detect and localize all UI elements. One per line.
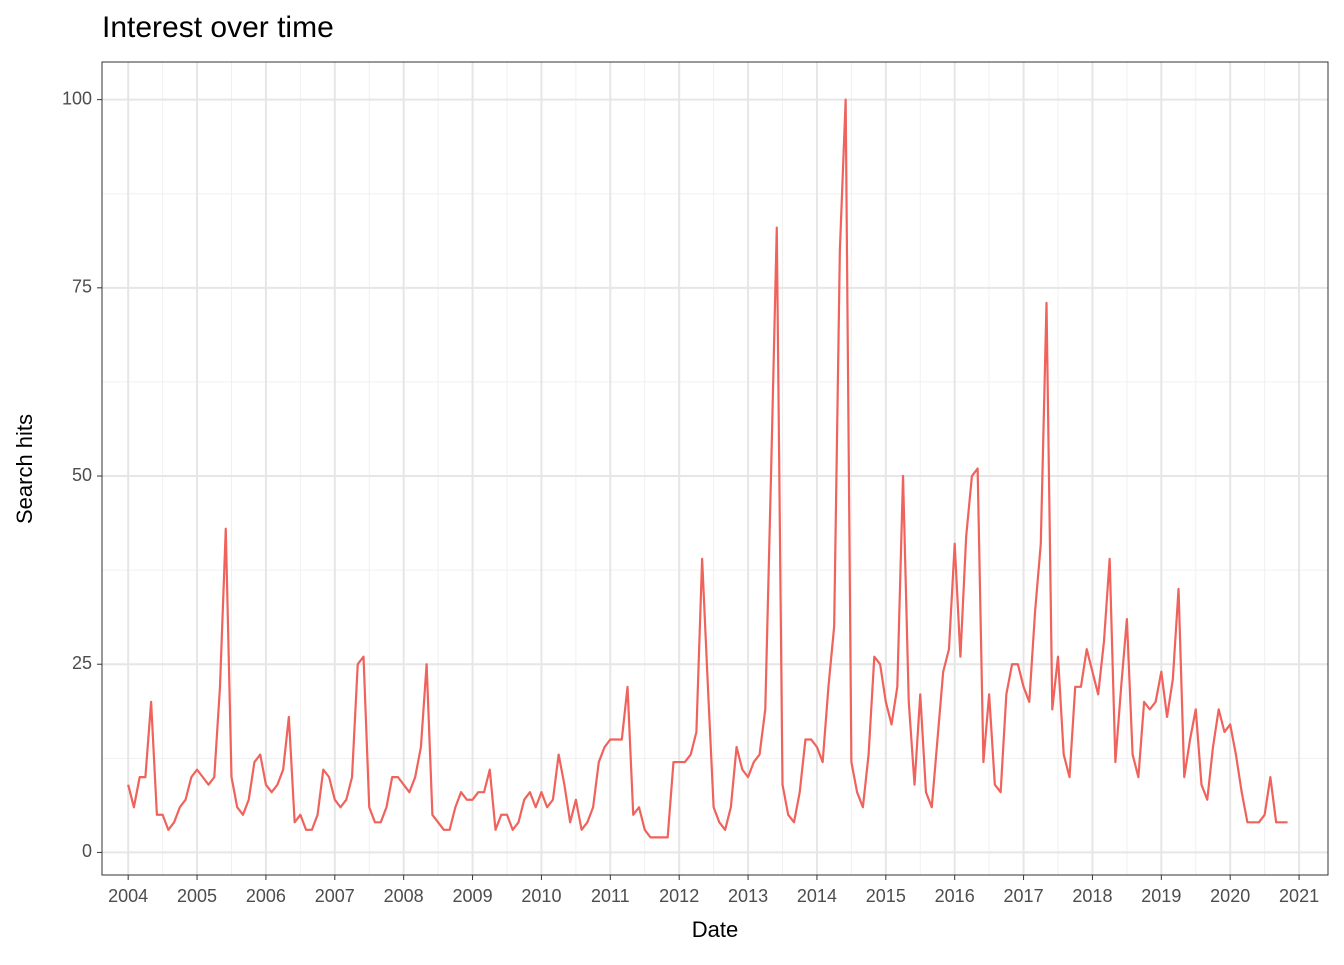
x-tick-label: 2006 bbox=[246, 886, 286, 906]
x-tick-label: 2012 bbox=[659, 886, 699, 906]
y-tick-label: 50 bbox=[72, 465, 92, 485]
x-tick-label: 2014 bbox=[797, 886, 837, 906]
x-tick-label: 2004 bbox=[108, 886, 148, 906]
plot-border bbox=[101, 61, 1329, 876]
y-axis-title: Search hits bbox=[12, 414, 37, 524]
x-tick-label: 2021 bbox=[1279, 886, 1319, 906]
y-tick-label: 0 bbox=[82, 841, 92, 861]
x-axis-title: Date bbox=[692, 917, 738, 942]
x-tick-label: 2005 bbox=[177, 886, 217, 906]
x-tick-label: 2008 bbox=[384, 886, 424, 906]
x-tick-label: 2010 bbox=[521, 886, 561, 906]
y-tick-label: 100 bbox=[62, 88, 92, 108]
x-tick-label: 2020 bbox=[1210, 886, 1250, 906]
x-tick-label: 2019 bbox=[1141, 886, 1181, 906]
x-tick-label: 2007 bbox=[315, 886, 355, 906]
x-tick-label: 2015 bbox=[866, 886, 906, 906]
x-tick-label: 2017 bbox=[1004, 886, 1044, 906]
chart-title: Interest over time bbox=[102, 11, 334, 44]
y-tick-label: 75 bbox=[72, 277, 92, 297]
x-tick-label: 2016 bbox=[935, 886, 975, 906]
data-line bbox=[127, 98, 1288, 839]
x-tick-label: 2018 bbox=[1072, 886, 1112, 906]
y-tick-label: 25 bbox=[72, 653, 92, 673]
x-tick-label: 2011 bbox=[591, 886, 630, 906]
x-tick-label: 2009 bbox=[453, 886, 493, 906]
x-tick-label: 2013 bbox=[728, 886, 768, 906]
